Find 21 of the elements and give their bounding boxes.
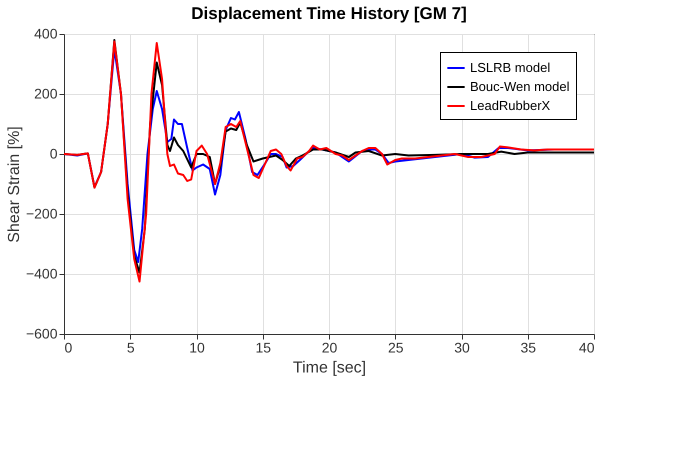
- x-tick-label: 0: [64, 340, 72, 356]
- legend-label: LeadRubberX: [470, 98, 551, 113]
- y-tick-label: 0: [50, 146, 58, 162]
- y-tick-label: 200: [34, 86, 58, 102]
- y-tick-label: −200: [26, 206, 58, 222]
- chart-title: Displacement Time History [GM 7]: [191, 4, 467, 23]
- x-tick-label: 25: [388, 340, 404, 356]
- y-tick-label: 400: [34, 26, 58, 42]
- x-tick-label: 40: [578, 340, 595, 356]
- y-tick-label: −400: [26, 266, 58, 282]
- x-axis-title: Time [sec]: [292, 360, 366, 376]
- legend-label: LSLRB model: [470, 60, 550, 75]
- x-tick-label: 20: [322, 340, 338, 356]
- x-tick-label: 5: [126, 340, 135, 356]
- x-tick-label: 15: [255, 340, 272, 356]
- legend-label: Bouc-Wen model: [470, 79, 570, 94]
- x-tick-label: 30: [454, 340, 470, 356]
- y-axis-title: Shear Strain [%]: [6, 126, 23, 243]
- x-tick-label: 10: [189, 340, 205, 356]
- y-tick-label: −600: [26, 326, 58, 342]
- x-tick-label: 35: [520, 340, 536, 356]
